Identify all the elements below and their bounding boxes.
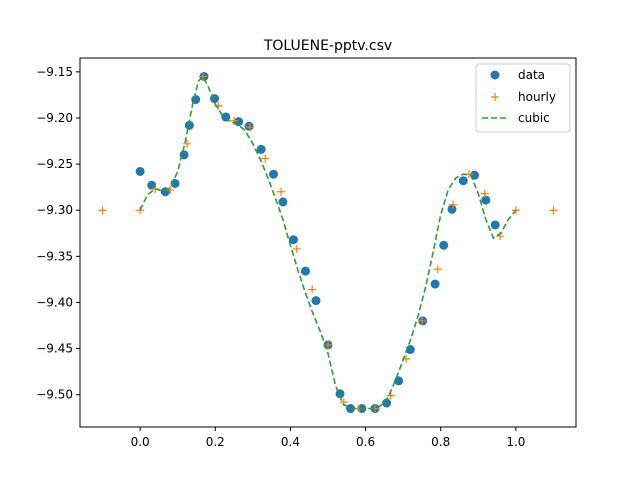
legend: data hourly cubic: [475, 63, 571, 133]
y-tick-label: −9.50: [36, 388, 73, 402]
data-point: [256, 144, 266, 154]
data-point: [135, 166, 145, 176]
legend-data-marker: [490, 70, 500, 80]
data-point: [447, 204, 457, 214]
x-tick-label: 1.0: [506, 435, 525, 449]
data-point: [147, 180, 157, 190]
hourly-point: [308, 285, 317, 294]
y-tick-label: −9.40: [36, 295, 73, 309]
legend-hourly-marker: [491, 93, 499, 101]
x-tick-label: 0.8: [431, 435, 450, 449]
hourly-point: [98, 206, 107, 215]
y-tick-label: −9.15: [36, 65, 73, 79]
hourly-point: [549, 206, 558, 215]
data-point: [300, 266, 310, 276]
cubic-series-line: [139, 75, 517, 410]
y-tick-label: −9.25: [36, 157, 73, 171]
hourly-point: [449, 200, 458, 209]
hourly-point: [183, 139, 192, 148]
data-point: [430, 279, 440, 289]
legend-label: data: [518, 68, 545, 82]
hourly-point: [166, 185, 175, 194]
legend-box: [475, 63, 571, 133]
x-tick-label: 0.0: [131, 435, 150, 449]
data-point: [269, 169, 279, 179]
x-tick-label: 0.6: [356, 435, 375, 449]
data-point: [184, 120, 194, 130]
y-tick-label: −9.20: [36, 111, 73, 125]
hourly-point: [198, 72, 207, 81]
hourly-point: [261, 154, 270, 163]
data-point: [439, 240, 449, 250]
data-point: [394, 376, 404, 386]
chart-title: TOLUENE-pptv.csv: [263, 38, 392, 54]
y-tick-label: −9.30: [36, 203, 73, 217]
hourly-point: [277, 187, 286, 196]
hourly-point: [292, 244, 301, 253]
data-point: [278, 197, 288, 207]
hourly-point: [245, 123, 254, 132]
x-tick-label: 0.4: [281, 435, 300, 449]
y-tick-label: −9.35: [36, 249, 73, 263]
data-point: [458, 176, 468, 186]
data-point: [405, 345, 415, 355]
data-point: [244, 121, 254, 131]
data-point: [191, 95, 201, 105]
hourly-point: [417, 316, 426, 325]
legend-label: cubic: [518, 111, 550, 125]
legend-label: hourly: [518, 90, 556, 104]
plot-area: [98, 71, 558, 414]
data-point: [490, 220, 500, 230]
data-point: [481, 195, 491, 205]
y-tick-label: −9.45: [36, 342, 73, 356]
axes-frame: [79, 57, 577, 428]
data-point: [288, 235, 298, 245]
hourly-point: [480, 189, 489, 198]
hourly-point: [136, 206, 145, 215]
data-point: [234, 117, 244, 127]
data-point: [311, 296, 321, 306]
hourly-point: [433, 265, 442, 274]
x-tick-label: 0.2: [206, 435, 225, 449]
